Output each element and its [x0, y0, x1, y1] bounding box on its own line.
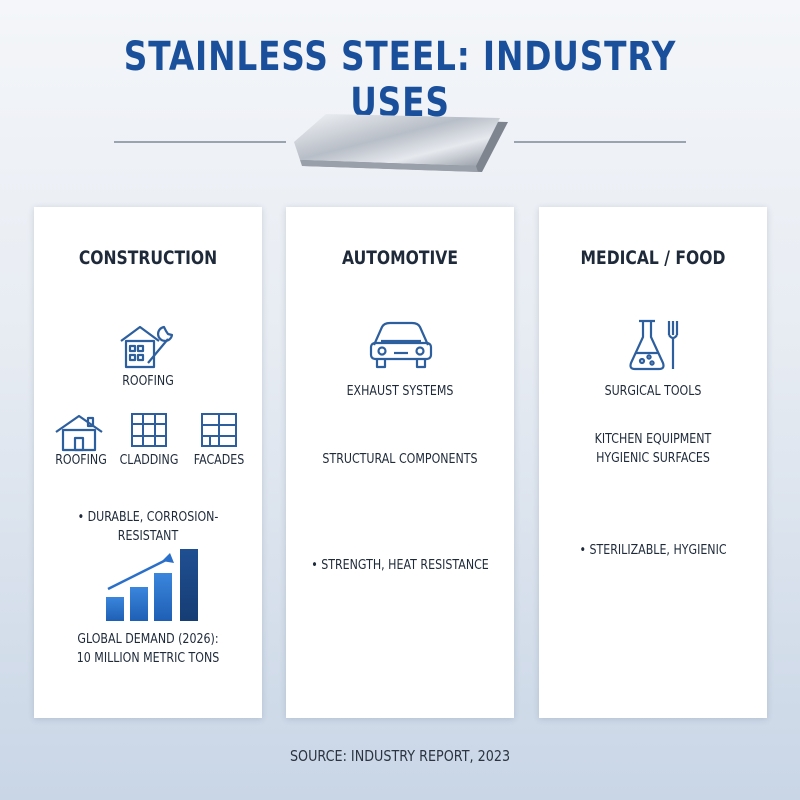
steel-plate-icon — [294, 114, 508, 172]
automotive-item-structural: STRUCTURAL COMPONENTS — [322, 452, 478, 467]
automotive-title: AUTOMOTIVE — [342, 247, 458, 269]
medical-item-kitchen: KITCHEN EQUIPMENT — [594, 432, 712, 447]
medical-item-surgical: SURGICAL TOOLS — [604, 384, 702, 399]
source-footer: SOURCE: INDUSTRY REPORT, 2023 — [289, 747, 511, 765]
demand-line-2: 10 MILLION METRIC TONS — [76, 651, 220, 666]
medical-food-panel: MEDICAL / FOOD SURGICAL TOOLS KITCHEN EQ… — [539, 207, 767, 718]
flask-fork-icon — [629, 319, 679, 371]
car-icon — [369, 321, 433, 369]
construction-bullet: • DURABLE, CORROSION-RESISTANT — [77, 510, 219, 544]
facade-icon — [201, 413, 237, 447]
automotive-panel: AUTOMOTIVE EXHAUST SYSTEMS STRUCTURAL CO… — [286, 207, 514, 718]
title-divider-right — [514, 141, 686, 143]
medical-item-hygienic: HYGIENIC SURFACES — [596, 451, 710, 466]
title-divider-left — [114, 141, 286, 143]
sub-item-cladding: CLADDING — [119, 453, 179, 468]
house-icon — [55, 414, 103, 452]
growth-bar-chart-icon — [106, 549, 198, 621]
medical-food-title: MEDICAL / FOOD — [580, 247, 726, 269]
cladding-icon — [131, 413, 167, 447]
demand-line-1: GLOBAL DEMAND (2026): — [77, 632, 219, 647]
construction-title: CONSTRUCTION — [78, 247, 218, 269]
page-title: STAINLESS STEEL: INDUSTRY USES — [123, 34, 677, 126]
sub-item-facades: FACADES — [193, 453, 245, 468]
automotive-bullet: • STRENGTH, HEAT RESISTANCE — [311, 558, 489, 573]
medical-bullet: • STERILIZABLE, HYGIENIC — [579, 543, 727, 558]
sub-item-roofing: ROOFING — [55, 453, 107, 468]
building-wrench-icon — [120, 325, 174, 369]
construction-main-label: ROOFING — [122, 374, 174, 389]
construction-panel: CONSTRUCTION ROOFING — [34, 207, 262, 718]
automotive-item-exhaust: EXHAUST SYSTEMS — [346, 384, 454, 399]
